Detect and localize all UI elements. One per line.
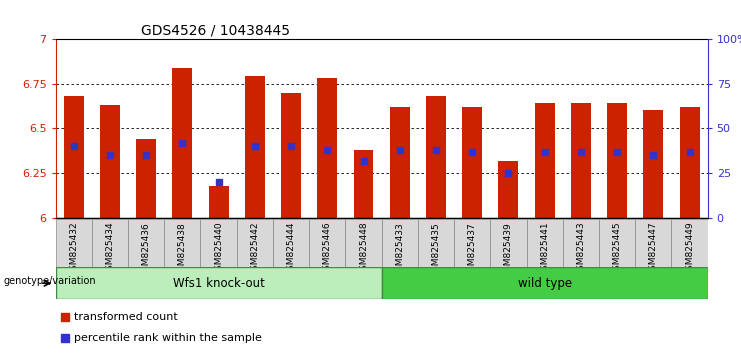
Bar (165, 219, 201, 267)
Bar (599, 219, 635, 267)
Bar (535, 103, 554, 218)
Text: GSM825449: GSM825449 (685, 222, 694, 276)
Bar (390, 107, 410, 218)
Bar (236, 219, 273, 267)
Text: GSM825434: GSM825434 (105, 222, 114, 276)
Bar (56, 219, 92, 267)
Text: GSM825447: GSM825447 (649, 222, 658, 276)
Bar (527, 219, 562, 267)
Text: GSM825445: GSM825445 (613, 222, 622, 276)
Text: GSM825444: GSM825444 (287, 222, 296, 276)
Text: GSM825432: GSM825432 (69, 222, 79, 276)
Bar (245, 76, 265, 218)
Bar (491, 219, 527, 267)
Bar (136, 139, 156, 218)
Text: GSM825442: GSM825442 (250, 222, 259, 276)
Text: GSM825440: GSM825440 (214, 222, 223, 276)
Bar (454, 219, 491, 267)
Bar (209, 185, 228, 218)
Text: GDS4526 / 10438445: GDS4526 / 10438445 (141, 23, 290, 37)
Bar (273, 219, 309, 267)
Text: transformed count: transformed count (74, 312, 178, 322)
Bar (281, 93, 301, 218)
Text: GSM825446: GSM825446 (323, 222, 332, 276)
Text: GSM825441: GSM825441 (540, 222, 549, 276)
Bar (317, 78, 337, 218)
Text: GSM825439: GSM825439 (504, 222, 513, 276)
Text: GSM825436: GSM825436 (142, 222, 150, 276)
Bar (382, 219, 418, 267)
Bar (201, 219, 236, 267)
Text: GSM825433: GSM825433 (395, 222, 405, 276)
Text: percentile rank within the sample: percentile rank within the sample (74, 332, 262, 343)
Bar (128, 219, 165, 267)
Bar (462, 107, 482, 218)
Bar (100, 105, 120, 218)
Bar (309, 219, 345, 267)
Bar (345, 219, 382, 267)
Text: GSM825448: GSM825448 (359, 222, 368, 276)
Bar (607, 103, 627, 218)
Text: GSM825435: GSM825435 (431, 222, 440, 276)
Bar (353, 150, 373, 218)
Bar (679, 107, 700, 218)
Bar (571, 103, 591, 218)
Bar (92, 219, 128, 267)
Text: Wfs1 knock-out: Wfs1 knock-out (173, 277, 265, 290)
Text: GSM825438: GSM825438 (178, 222, 187, 276)
Bar (426, 96, 446, 218)
Bar (562, 219, 599, 267)
Bar (173, 68, 193, 218)
Bar (56, 267, 382, 299)
Bar (671, 219, 708, 267)
Bar (382, 267, 708, 299)
Text: wild type: wild type (517, 277, 572, 290)
Bar (418, 219, 454, 267)
Bar (635, 219, 671, 267)
Bar (643, 110, 663, 218)
Text: GSM825437: GSM825437 (468, 222, 476, 276)
Text: genotype/variation: genotype/variation (4, 276, 96, 286)
Text: GSM825443: GSM825443 (576, 222, 585, 276)
Bar (499, 160, 519, 218)
Bar (64, 96, 84, 218)
